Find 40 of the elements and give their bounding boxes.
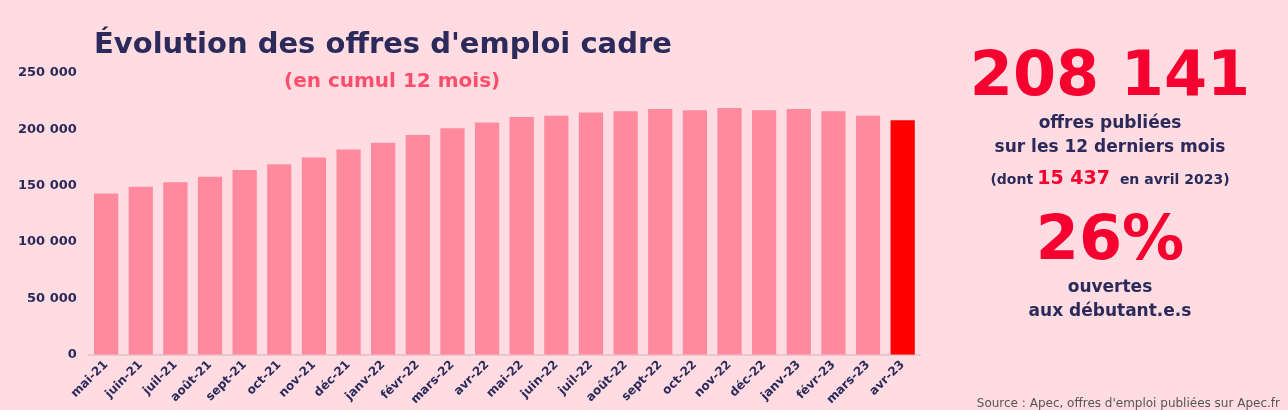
chart-title: Évolution des offres d'emploi cadre [94, 26, 672, 60]
bar [440, 128, 465, 355]
bar [93, 193, 119, 355]
text: offres publiées sur les 12 derniers mois [993, 111, 1227, 158]
y-tick-label: 100 000 [17, 233, 77, 249]
bar [509, 116, 534, 355]
text: en avril 2023) [1119, 171, 1230, 187]
bar [301, 157, 327, 355]
text: 15 437 [1037, 166, 1110, 188]
y-tick-label: 250 000 [17, 64, 77, 80]
text: 208 141 [968, 37, 1252, 110]
bar [474, 122, 500, 355]
bar [752, 110, 777, 355]
bar [890, 120, 915, 355]
bar [578, 112, 604, 355]
bar [405, 134, 430, 355]
bar [544, 115, 569, 355]
bar [786, 109, 811, 355]
bar [717, 107, 742, 355]
chart-subtitle: (en cumul 12 mois) [284, 68, 501, 92]
bar [648, 109, 673, 355]
bar [855, 115, 881, 355]
bar [613, 111, 638, 355]
bar [232, 169, 257, 355]
bar [336, 149, 361, 355]
y-tick-label: 50 000 [27, 289, 77, 305]
text: ouvertes aux débutant.e.s [1027, 275, 1193, 322]
bar [128, 186, 153, 355]
bar [682, 110, 708, 355]
y-tick-label: 200 000 [17, 120, 77, 136]
bar [163, 182, 188, 355]
bar [821, 111, 846, 355]
bar [267, 164, 292, 355]
bar [371, 142, 396, 355]
text: 26% [1034, 201, 1186, 274]
source-note: Source : Apec, offres d'emploi publiées sur Apec.fr [976, 396, 1280, 410]
y-tick-label: 150 000 [17, 177, 77, 193]
text: (dont [990, 171, 1034, 187]
y-tick-label: 0 [67, 346, 77, 362]
bar [197, 176, 223, 355]
